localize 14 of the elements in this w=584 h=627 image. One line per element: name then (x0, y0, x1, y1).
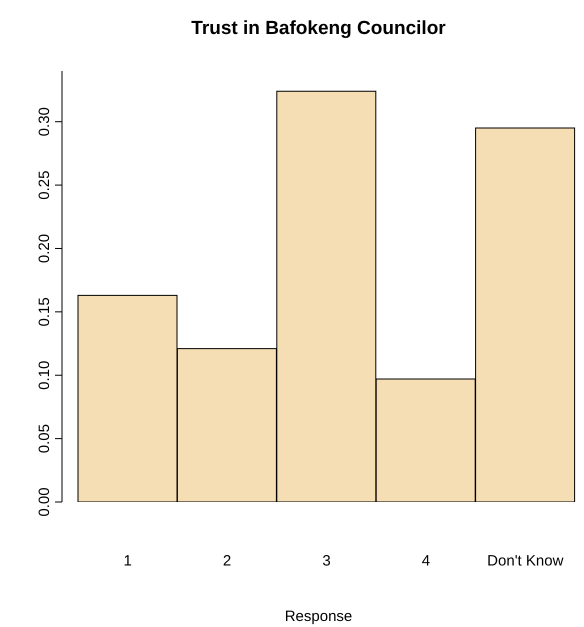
x-tick-label: 1 (124, 552, 132, 570)
x-axis-title: Response (284, 608, 352, 625)
y-tick-label: 0.00 (36, 487, 53, 517)
y-tick-label: 0.20 (36, 234, 53, 264)
x-tick-label: 4 (422, 552, 430, 570)
y-tick-label: 0.05 (36, 424, 53, 454)
y-tick-label: 0.30 (36, 107, 53, 136)
x-tick-label: 3 (322, 552, 331, 570)
chart-title: Trust in Bafokeng Councilor (190, 18, 447, 40)
y-tick-label: 0.15 (36, 297, 53, 326)
y-tick-label: 0.25 (36, 170, 53, 200)
x-tick-label: 2 (222, 552, 232, 570)
x-tick-label: Don't Know (487, 552, 564, 570)
y-tick-label: 0.10 (36, 360, 53, 390)
